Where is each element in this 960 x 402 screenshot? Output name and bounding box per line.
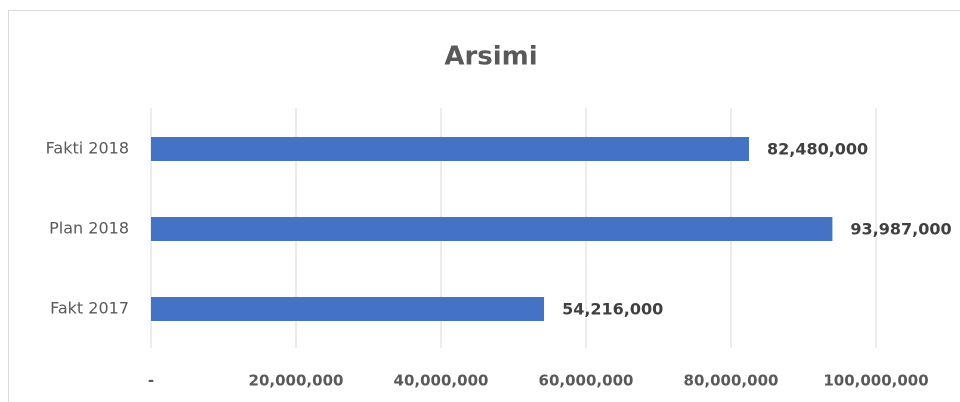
bar <box>151 137 749 161</box>
x-tick-label: - <box>148 372 154 390</box>
data-label: 82,480,000 <box>767 140 868 159</box>
chart-border <box>8 10 960 402</box>
x-tick-label: 80,000,000 <box>684 372 779 390</box>
y-tick-label: Fakti 2018 <box>46 139 129 158</box>
data-label: 93,987,000 <box>850 220 951 239</box>
chart-title: Arsimi <box>444 42 537 72</box>
x-tick-label: 20,000,000 <box>249 372 344 390</box>
bar <box>151 297 545 321</box>
y-tick-label: Fakt 2017 <box>50 299 129 318</box>
y-tick-label: Plan 2018 <box>49 219 129 238</box>
data-label: 54,216,000 <box>562 300 663 319</box>
x-tick-label: 40,000,000 <box>394 372 489 390</box>
x-tick-label: 100,000,000 <box>823 372 928 390</box>
bar <box>151 217 833 241</box>
x-tick-label: 60,000,000 <box>539 372 634 390</box>
